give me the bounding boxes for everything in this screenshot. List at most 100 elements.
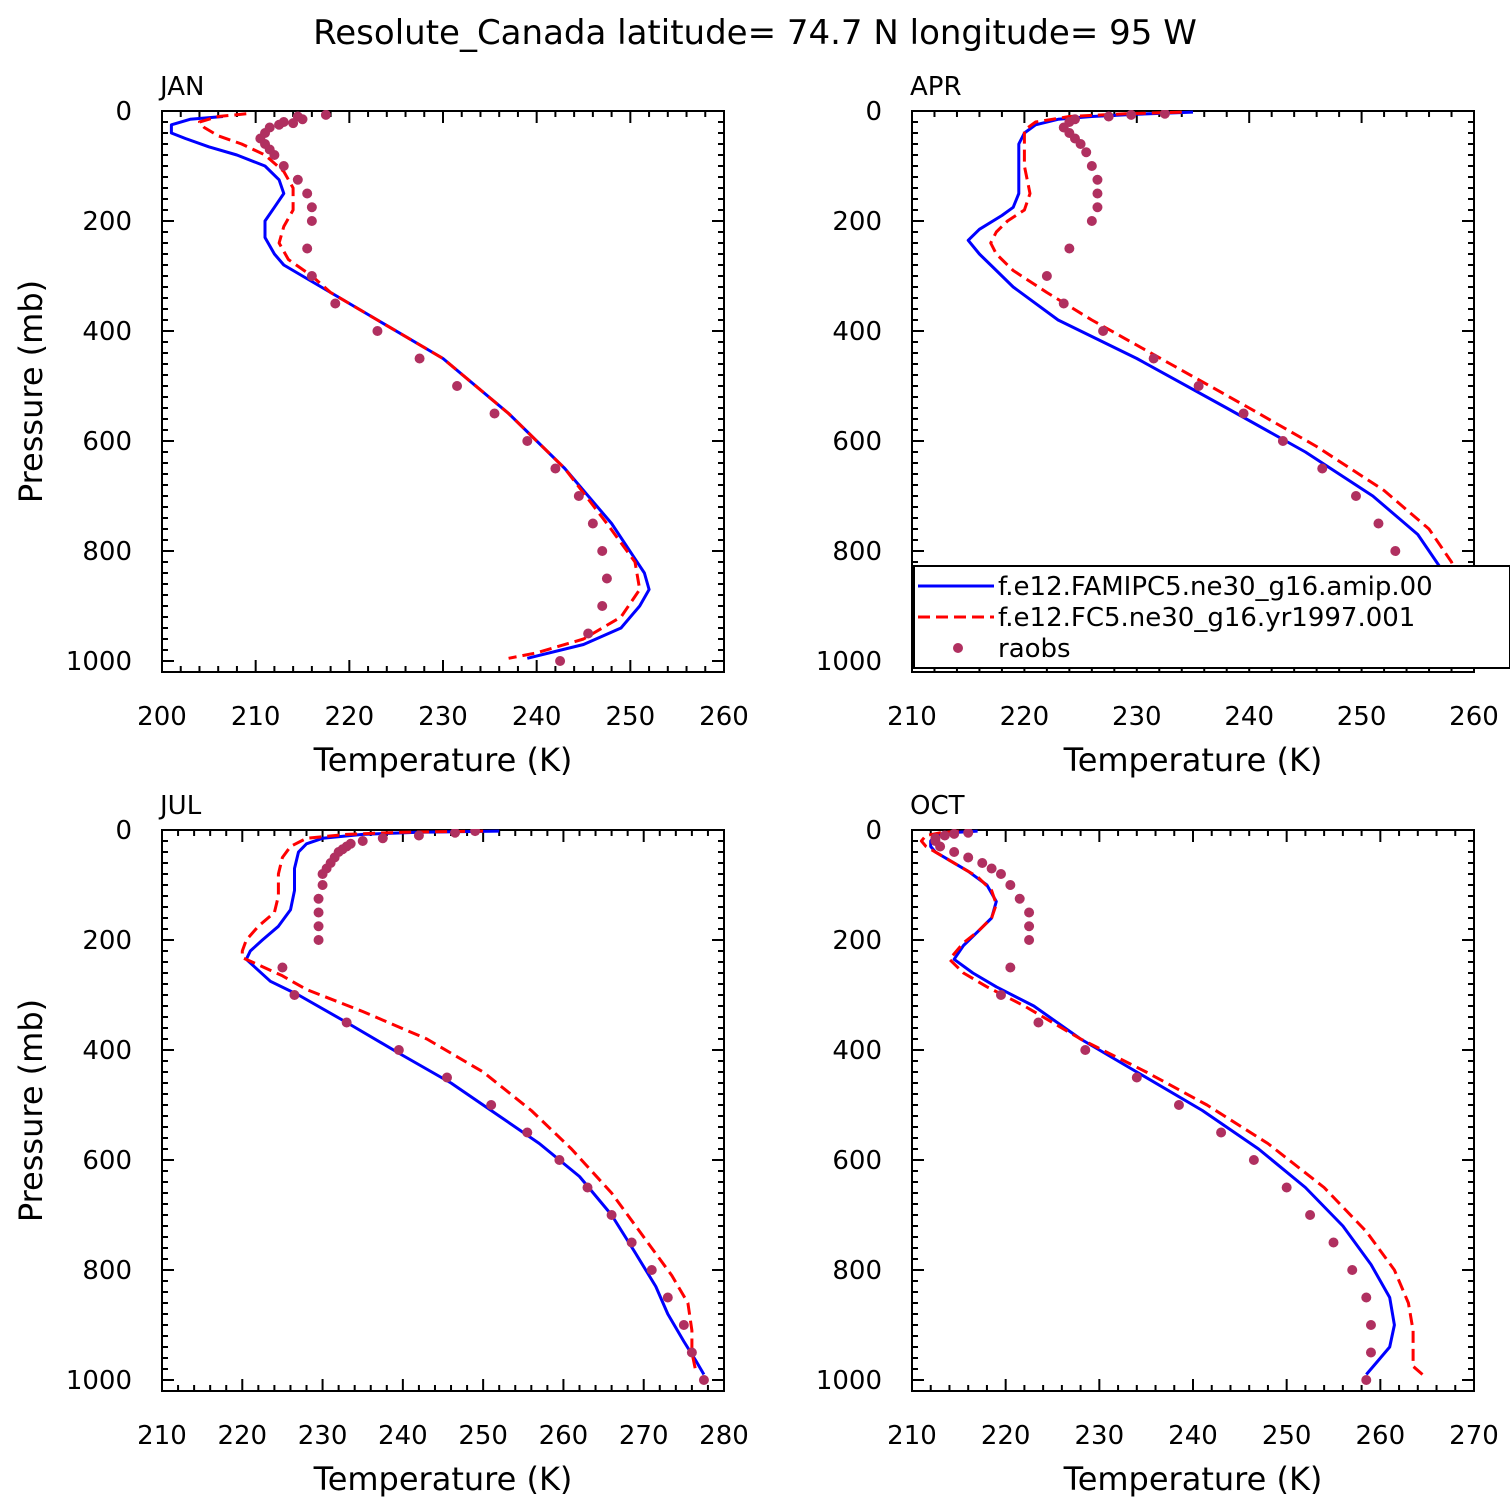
raobs-point (313, 921, 324, 932)
raobs-point (1086, 216, 1097, 226)
raobs-point (686, 1347, 697, 1358)
y-tick-label: 400 (82, 1036, 132, 1066)
raobs-point (977, 858, 988, 868)
raobs-point (292, 174, 303, 185)
legend-marker-raobs (953, 643, 963, 653)
raobs-point (320, 110, 331, 120)
panel-label: JUL (158, 791, 202, 821)
raobs-point (698, 1375, 709, 1385)
tick-marks (161, 829, 725, 1392)
raobs-point (963, 829, 974, 838)
raobs-point (1126, 110, 1137, 120)
raobs-point (949, 847, 960, 857)
raobs-point (1092, 188, 1103, 199)
raobs-point (413, 830, 424, 841)
plot-data (240, 829, 709, 1385)
x-tick-label: 240 (1168, 1421, 1218, 1451)
raobs-point (555, 656, 566, 666)
x-tick-label: 240 (378, 1421, 428, 1451)
raobs-point (1024, 921, 1035, 932)
panel-jan: JAN 200 210 220 230 240 250 260 0 200 400 600 800 100… (12, 72, 749, 779)
raobs-point (1086, 161, 1097, 171)
plot-data (919, 829, 1424, 1385)
x-tick-label: 220 (981, 1421, 1031, 1451)
panel-label: OCT (910, 791, 965, 821)
raobs-point (963, 852, 974, 863)
raobs-point (1347, 1265, 1358, 1275)
x-tick-label: 220 (1000, 702, 1050, 732)
raobs-point (489, 408, 500, 419)
raobs-point (1328, 1237, 1339, 1248)
panel-oct: OCT 210 220 230 240 250 260 270 0 200 400 600 800 100… (816, 791, 1499, 1498)
model-amip-line (169, 115, 651, 660)
raobs-point (995, 869, 1006, 879)
x-tick-label: 210 (137, 1421, 187, 1451)
y-tick-label: 800 (82, 1256, 132, 1286)
x-tick-label: 250 (1262, 1421, 1312, 1451)
raobs-point (678, 1320, 689, 1330)
y-tick-label: 600 (832, 1146, 882, 1176)
y-tick-label: 1000 (66, 647, 132, 677)
tick-marks (911, 829, 1475, 1392)
raobs-point (626, 1237, 637, 1248)
raobs-point (1131, 1072, 1142, 1083)
raobs-point (995, 990, 1006, 1000)
model-fc5-line (919, 829, 1424, 1376)
model-fc5-line (989, 110, 1465, 655)
x-tick-label: 210 (231, 702, 281, 732)
y-tick-label: 200 (832, 207, 882, 237)
panel-label: APR (910, 72, 962, 102)
raobs-point (486, 1100, 497, 1110)
raobs-point (306, 202, 317, 213)
y-tick-label: 400 (82, 317, 132, 347)
raobs-point (1033, 1017, 1044, 1028)
raobs-point (289, 990, 300, 1000)
raobs-point (269, 150, 280, 160)
x-tick-label: 270 (619, 1421, 669, 1451)
raobs-point (606, 1210, 617, 1220)
y-tick-label: 200 (832, 926, 882, 956)
raobs-point (1075, 139, 1086, 149)
y-axis-title: Pressure (mb) (12, 280, 50, 503)
y-tick-label: 1000 (816, 647, 882, 677)
x-tick-label: 240 (512, 702, 562, 732)
raobs-point (939, 830, 950, 841)
x-tick-label: 280 (699, 1421, 749, 1451)
raobs-point (1317, 463, 1328, 474)
raobs-point (1216, 1127, 1227, 1138)
raobs-point (1014, 893, 1025, 904)
raobs-point (1064, 243, 1075, 254)
raobs-point (522, 1127, 533, 1138)
raobs-point (306, 271, 317, 281)
y-tick-label: 800 (832, 537, 882, 567)
raobs-point (1173, 1100, 1184, 1110)
x-tick-label: 260 (539, 1421, 589, 1451)
y-tick-label: 400 (832, 317, 882, 347)
x-axis-title: Temperature (K) (1063, 741, 1323, 779)
raobs-point (550, 463, 561, 474)
raobs-point (554, 1155, 565, 1165)
model-fc5-line (198, 112, 642, 660)
raobs-point (1193, 381, 1204, 391)
raobs-point (1365, 1347, 1376, 1358)
y-tick-label: 400 (832, 1036, 882, 1066)
raobs-point (935, 841, 946, 852)
x-tick-label: 230 (1075, 1421, 1125, 1451)
y-tick-label: 800 (82, 537, 132, 567)
x-tick-label: 260 (699, 702, 749, 732)
raobs-point (949, 829, 960, 839)
raobs-point (313, 935, 324, 945)
legend-box (913, 565, 1510, 669)
y-tick-label: 1000 (66, 1366, 132, 1396)
raobs-point (1098, 326, 1109, 336)
model-amip-line (244, 829, 706, 1376)
raobs-point (1305, 1210, 1316, 1220)
raobs-point (1361, 1375, 1372, 1385)
raobs-point (1092, 174, 1103, 185)
y-tick-label: 0 (865, 97, 882, 127)
raobs-point (1350, 491, 1361, 501)
raobs-point (1361, 1292, 1372, 1303)
raobs-point (583, 628, 594, 639)
panel-apr: APR 210 220 230 240 250 260 0 200 400 600 800 1000 Te… (816, 72, 1499, 779)
